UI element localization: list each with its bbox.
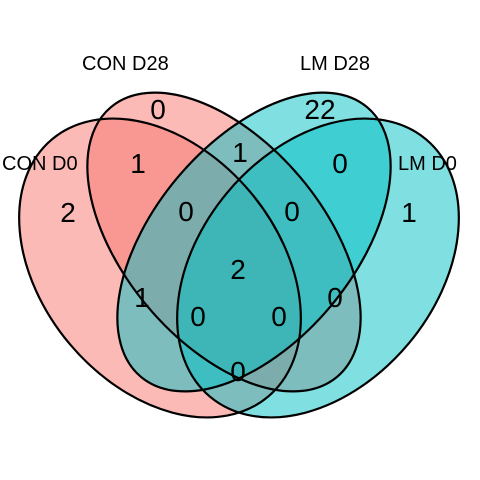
count-con-d0-lm-d28: 1 (134, 282, 150, 313)
set-label-con-d28: CON D28 (82, 53, 169, 75)
count-con-d0-only: 2 (60, 197, 76, 228)
count-con-d0-con-d28: 1 (130, 148, 146, 179)
count-con-d28-lm-d28-lm-d0: 0 (284, 196, 300, 227)
count-con-d28-lm-d0: 0 (327, 282, 343, 313)
count-lm-d28-lm-d0: 0 (332, 148, 348, 179)
count-con-d0-lm-d0: 0 (230, 356, 246, 387)
count-con-d0-lm-d28-lm-d0: 0 (190, 301, 206, 332)
count-all-four: 2 (230, 254, 246, 285)
count-con-d28-only: 0 (150, 94, 166, 125)
count-lm-d28-only: 22 (304, 94, 335, 125)
count-con-d28-lm-d28: 1 (232, 137, 248, 168)
count-con-d0-con-d28-lm-d0: 0 (271, 301, 287, 332)
region-counts: 2 0 22 1 1 1 0 0 0 2 1 0 0 0 0 (60, 94, 417, 387)
count-lm-d0-only: 1 (401, 197, 417, 228)
set-label-lm-d28: LM D28 (300, 53, 370, 75)
set-label-lm-d0: LM D0 (398, 153, 457, 175)
ellipse-outlines (18, 91, 460, 419)
set-label-con-d0: CON D0 (2, 153, 78, 175)
count-con-d0-con-d28-lm-d28: 0 (178, 196, 194, 227)
